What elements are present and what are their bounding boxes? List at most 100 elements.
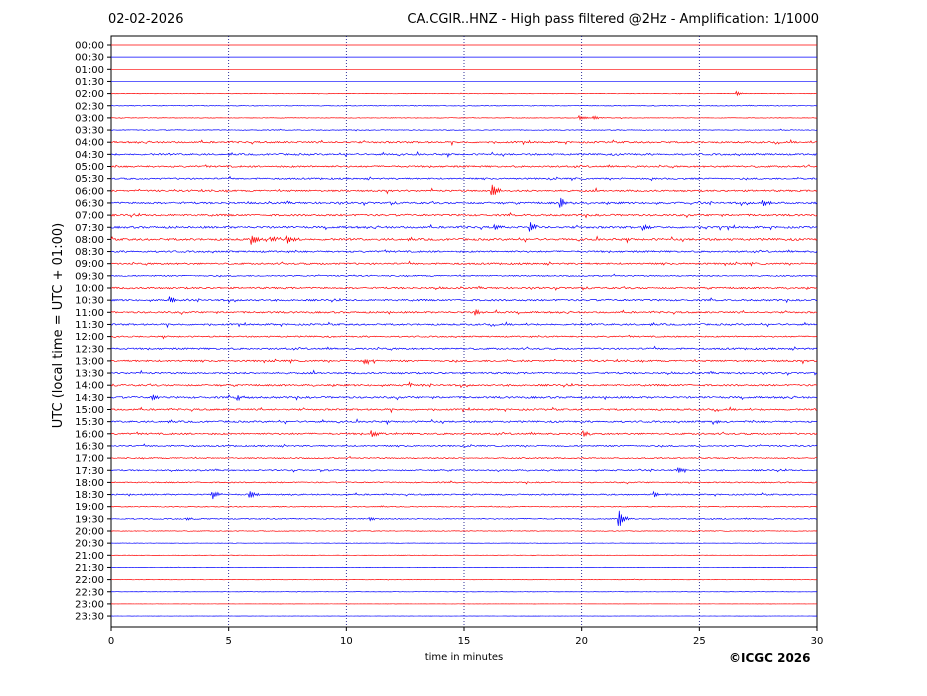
y-tick-label: 22:30 (75, 587, 104, 598)
y-tick-label: 12:30 (75, 344, 104, 355)
trace-0700 (110, 211, 818, 219)
trace-1330 (110, 369, 818, 376)
trace-2130 (110, 566, 818, 569)
trace-1930 (110, 510, 818, 526)
y-tick-label: 13:30 (75, 369, 104, 380)
trace-1300 (110, 358, 818, 366)
trace-0800 (110, 234, 818, 245)
trace-0600 (110, 184, 818, 196)
trace-0530 (110, 175, 818, 182)
y-tick-label: 03:00 (75, 113, 104, 124)
trace-0300 (110, 114, 818, 121)
trace-0430 (110, 150, 818, 158)
y-tick-label: 17:00 (75, 454, 104, 465)
trace-0330 (110, 128, 818, 132)
trace-1630 (110, 443, 818, 448)
y-tick-label: 19:00 (75, 502, 104, 513)
trace-1900 (110, 505, 818, 508)
x-tick-label: 15 (458, 636, 471, 647)
trace-1600 (110, 430, 818, 438)
x-axis-label: time in minutes (425, 652, 504, 663)
y-tick-label: 21:00 (75, 551, 104, 562)
trace-1200 (110, 334, 818, 340)
y-tick-label: 23:00 (75, 599, 104, 610)
plot-frame (110, 35, 818, 628)
y-tick-label: 14:30 (75, 393, 104, 404)
y-tick-label: 07:00 (75, 211, 104, 222)
y-tick-label: 11:30 (75, 320, 104, 331)
trace-2100 (110, 554, 818, 557)
y-tick-label: 09:30 (75, 271, 104, 282)
y-tick-label: 04:30 (75, 150, 104, 161)
trace-2000 (110, 529, 818, 533)
y-tick-label: 07:30 (75, 223, 104, 234)
trace-0930 (110, 273, 818, 278)
trace-1800 (110, 480, 818, 485)
trace-1130 (110, 321, 818, 329)
y-tick-label: 05:00 (75, 162, 104, 173)
trace-0900 (110, 260, 818, 267)
y-tick-label: 16:00 (75, 429, 104, 440)
y-tick-label: 03:30 (75, 126, 104, 137)
y-tick-label: 18:30 (75, 490, 104, 501)
trace-1530 (110, 418, 818, 426)
trace-1100 (110, 309, 818, 316)
trace-1500 (110, 406, 818, 414)
trace-0500 (110, 164, 818, 169)
y-tick-label: 00:00 (75, 41, 104, 52)
trace-2230 (110, 590, 818, 593)
y-tick-label: 11:00 (75, 308, 104, 319)
trace-1400 (110, 381, 818, 389)
y-tick-label: 09:00 (75, 259, 104, 270)
trace-1730 (110, 467, 818, 474)
y-tick-label: 05:30 (75, 174, 104, 185)
y-tick-label: 10:00 (75, 284, 104, 295)
y-tick-label: 00:30 (75, 53, 104, 64)
y-tick-label: 08:00 (75, 235, 104, 246)
y-tick-label: 20:30 (75, 539, 104, 550)
trace-2200 (110, 578, 818, 581)
copyright-label: ©ICGC 2026 (729, 651, 811, 665)
y-tick-label: 12:00 (75, 332, 104, 343)
y-tick-label: 10:30 (75, 296, 104, 307)
y-tick-label: 01:30 (75, 77, 104, 88)
x-tick-label: 0 (108, 636, 114, 647)
y-tick-label: 04:00 (75, 138, 104, 149)
y-tick-label: 17:30 (75, 466, 104, 477)
x-tick-label: 20 (575, 636, 588, 647)
y-tick-label: 06:00 (75, 186, 104, 197)
trace-0400 (110, 138, 818, 147)
y-tick-label: 13:00 (75, 356, 104, 367)
y-tick-label: 16:30 (75, 441, 104, 452)
y-tick-label: 15:30 (75, 417, 104, 428)
y-tick-label: 02:00 (75, 89, 104, 100)
trace-1430 (110, 394, 818, 402)
x-tick-label: 25 (693, 636, 706, 647)
trace-0200 (110, 90, 818, 97)
x-tick-label: 30 (811, 636, 824, 647)
y-tick-label: 14:00 (75, 381, 104, 392)
y-tick-label: 06:30 (75, 198, 104, 209)
trace-1230 (110, 345, 818, 351)
y-tick-label: 18:00 (75, 478, 104, 489)
trace-0830 (110, 249, 818, 254)
x-tick-label: 10 (340, 636, 353, 647)
trace-0230 (110, 104, 818, 107)
y-tick-label: 02:30 (75, 101, 104, 112)
x-tick-label: 5 (225, 636, 231, 647)
y-tick-label: 23:30 (75, 612, 104, 623)
trace-1830 (110, 490, 818, 500)
trace-1700 (110, 455, 818, 460)
y-tick-label: 01:00 (75, 65, 104, 76)
y-tick-label: 19:30 (75, 514, 104, 525)
y-tick-label: 08:30 (75, 247, 104, 258)
y-tick-label: 21:30 (75, 563, 104, 574)
trace-1000 (110, 285, 818, 291)
date-label: 02-02-2026 (108, 12, 184, 27)
y-tick-label: 20:00 (75, 527, 104, 538)
y-axis-label: UTC (local time = UTC + 01:00) (51, 223, 66, 428)
y-tick-label: 22:00 (75, 575, 104, 586)
chart-title: CA.CGIR..HNZ - High pass filtered @2Hz -… (407, 12, 819, 27)
y-tick-label: 15:00 (75, 405, 104, 416)
